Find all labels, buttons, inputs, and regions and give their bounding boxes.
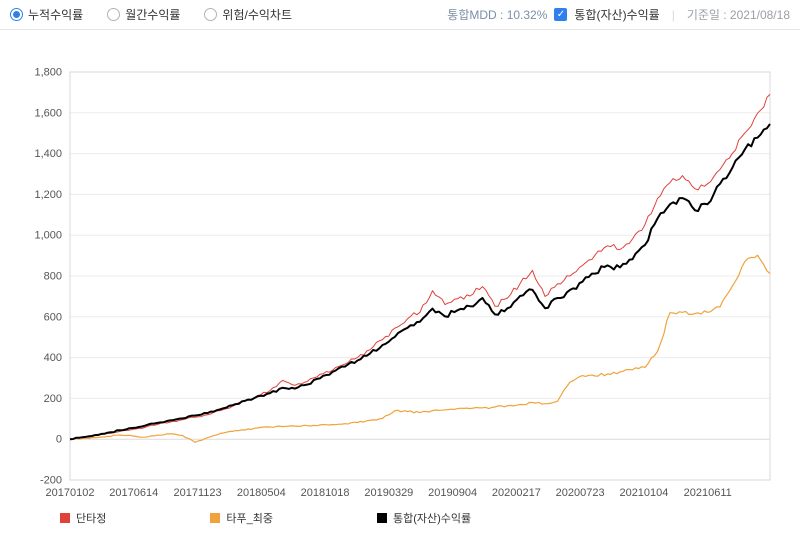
svg-text:20200723: 20200723 [556,487,605,499]
svg-text:20190329: 20190329 [364,487,413,499]
svg-text:-200: -200 [40,475,62,487]
overlay-checkbox-label: 통합(자산)수익률 [574,8,660,22]
legend-label: 단타정 [76,513,107,525]
legend-item-tapu-choejung[interactable]: 타푸_최중 [210,510,273,526]
svg-text:20200217: 20200217 [492,487,541,499]
svg-text:20170102: 20170102 [46,487,95,499]
svg-text:1,800: 1,800 [34,67,62,79]
vertical-divider: | [671,7,675,22]
radio-icon [10,8,23,21]
svg-text:1,000: 1,000 [34,230,62,242]
radio-label: 위험/수익차트 [222,8,292,22]
radio-label: 누적수익률 [28,8,84,22]
svg-text:20171123: 20171123 [173,487,221,499]
svg-text:800: 800 [44,271,62,283]
chart-legend: 단타정 타푸_최중 통합(자산)수익률 [0,500,800,536]
svg-text:1,600: 1,600 [34,107,62,119]
radio-icon [107,8,121,21]
legend-label: 통합(자산)수익률 [392,513,472,525]
svg-text:20181018: 20181018 [301,487,350,499]
radio-label: 월간수익률 [125,8,181,22]
radio-risk-return-chart[interactable]: 위험/수익차트 [204,6,292,23]
svg-text:20210104: 20210104 [619,487,668,499]
svg-text:600: 600 [44,311,62,323]
legend-item-dantajeong[interactable]: 단타정 [60,510,106,526]
svg-text:1,400: 1,400 [34,148,62,160]
svg-text:200: 200 [44,393,62,405]
legend-swatch [210,513,221,523]
svg-text:20170614: 20170614 [109,487,158,499]
overlay-checkbox[interactable]: ✓ [554,8,568,21]
svg-text:400: 400 [44,352,62,364]
svg-text:20210611: 20210611 [684,487,732,499]
radio-icon [204,8,218,21]
legend-swatch [60,513,70,523]
toolbar: 누적수익률 월간수익률 위험/수익차트 통합MDD : 10.32% ✓ 통합(… [0,0,800,30]
mdd-value: 통합MDD : 10.32% [447,8,548,22]
svg-text:1,200: 1,200 [34,189,62,201]
svg-text:20180504: 20180504 [237,487,286,499]
svg-text:0: 0 [56,434,62,446]
legend-swatch [376,513,387,523]
base-date: 기준일 : 2021/08/18 [686,8,790,22]
svg-text:20190904: 20190904 [428,487,477,499]
radio-monthly-return[interactable]: 월간수익률 [107,6,180,23]
toolbar-right: 통합MDD : 10.32% ✓ 통합(자산)수익률 | 기준일 : 2021/… [447,6,790,23]
legend-label: 타푸_최중 [226,513,273,525]
radio-cumulative-return[interactable]: 누적수익률 [10,6,83,23]
cumulative-returns-chart: -200 0 200 400 600 800 1,000 1,200 1,400 1,600 1,8… [34,67,771,499]
legend-item-total-asset-return[interactable]: 통합(자산)수익률 [376,510,472,526]
